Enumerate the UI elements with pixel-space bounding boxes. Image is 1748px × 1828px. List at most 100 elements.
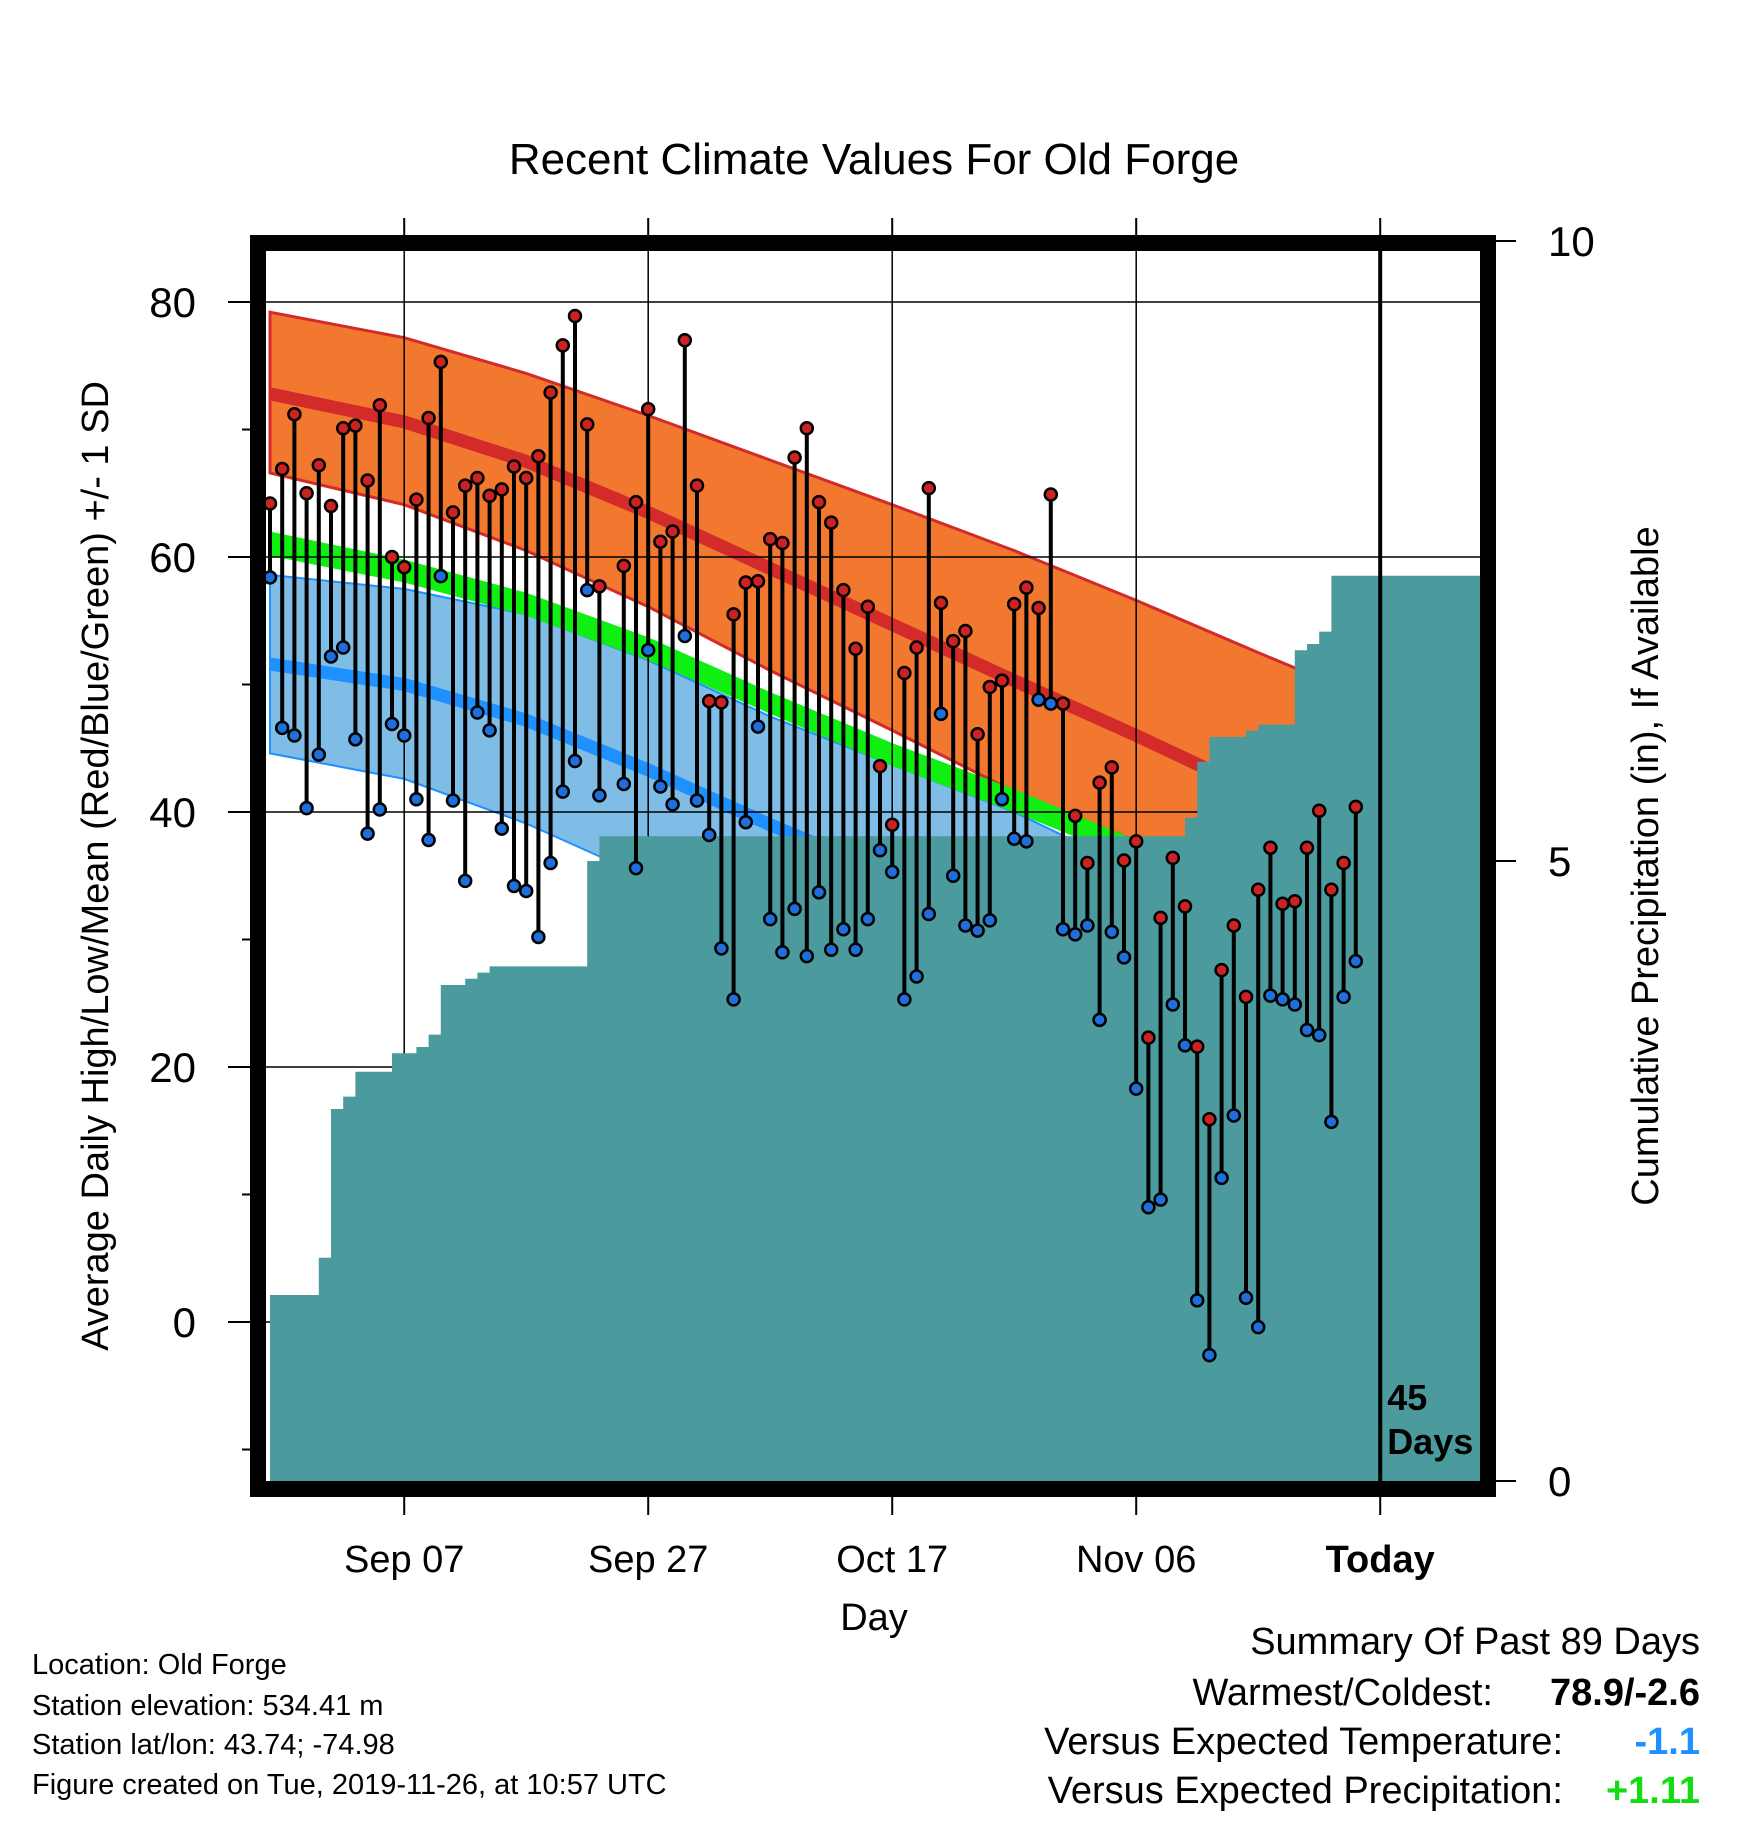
obs-low-point: [335, 640, 351, 655]
obs-low-point: [1165, 997, 1181, 1012]
figure-created: Figure created on Tue, 2019-11-26, at 10…: [32, 1769, 667, 1801]
chart-title: Recent Climate Values For Old Forge: [509, 135, 1239, 184]
obs-high-point: [1006, 596, 1022, 612]
obs-low-point: [567, 753, 583, 769]
x-tick-label: Oct 17: [836, 1539, 948, 1581]
obs-low-point: [1031, 692, 1046, 708]
obs-low-point: [1104, 924, 1120, 940]
obs-high-point: [811, 494, 827, 510]
obs-low-point: [433, 568, 449, 584]
obs-low-point: [323, 649, 339, 664]
obs-high-point: [884, 817, 900, 832]
y2-tick-label: 10: [1548, 218, 1595, 265]
obs-high-point: [1116, 853, 1132, 868]
obs-high-point: [1128, 834, 1144, 849]
obs-low-point: [787, 901, 802, 917]
today-annotation-text: 45: [1387, 1377, 1427, 1418]
obs-low-point: [396, 728, 412, 743]
precip-cumulative-area: [270, 575, 1480, 1481]
obs-low-point: [1311, 1027, 1327, 1043]
warm-cold-label: Warmest/Coldest:: [1192, 1672, 1493, 1714]
obs-high-point: [396, 559, 412, 575]
precip-vs-expected-value: +1.11: [1605, 1770, 1700, 1812]
obs-low-point: [1202, 1347, 1217, 1363]
y2-axis-label: Cumulative Precipitation (in), If Availa…: [1625, 526, 1667, 1205]
obs-high-point: [945, 633, 961, 649]
obs-low-point: [360, 826, 375, 841]
obs-low-point: [506, 878, 522, 894]
obs-low-point: [714, 941, 729, 956]
obs-high-point: [457, 478, 473, 493]
obs-low-point: [665, 797, 680, 812]
obs-high-point: [518, 470, 534, 486]
obs-high-point: [579, 417, 595, 432]
obs-high-point: [823, 515, 839, 530]
obs-low-point: [1324, 1114, 1339, 1130]
obs-low-point: [1019, 834, 1034, 849]
obs-high-point: [1202, 1112, 1217, 1127]
obs-high-point: [1238, 989, 1254, 1005]
station-latlon: Station lat/lon: 43.74; -74.98: [32, 1729, 395, 1761]
obs-high-point: [1019, 580, 1034, 595]
obs-high-point: [958, 623, 973, 639]
obs-high-point: [1287, 894, 1303, 909]
obs-high-point: [1226, 918, 1242, 933]
obs-low-point: [958, 918, 973, 933]
obs-low-point: [982, 913, 998, 928]
obs-high-point: [1311, 803, 1327, 818]
obs-high-point: [1299, 840, 1315, 855]
obs-high-point: [421, 410, 436, 426]
obs-high-point: [665, 524, 680, 539]
obs-high-point: [616, 558, 632, 574]
obs-low-point: [616, 776, 632, 792]
x-axis-label: Day: [840, 1597, 908, 1639]
precipitation-area: [270, 575, 1480, 1481]
summary-heading: Summary Of Past 89 Days: [1250, 1621, 1700, 1663]
y-axis-right: 051015: [1496, 218, 1595, 1505]
obs-high-point: [909, 640, 924, 655]
warm-cold-value: 78.9/-2.6: [1550, 1672, 1700, 1714]
obs-low-point: [1226, 1108, 1242, 1123]
obs-low-point: [921, 906, 937, 922]
obs-high-point: [1067, 808, 1083, 824]
obs-low-point: [457, 873, 473, 889]
obs-high-point: [738, 575, 754, 590]
obs-low-point: [994, 792, 1010, 807]
x-tick-label: Nov 06: [1076, 1539, 1196, 1581]
obs-low-point: [311, 747, 327, 762]
obs-high-point: [775, 535, 790, 551]
obs-high-point: [360, 473, 375, 488]
obs-high-point: [1055, 696, 1071, 711]
obs-high-point: [543, 385, 558, 400]
obs-low-point: [1055, 922, 1071, 937]
obs-low-point: [518, 883, 534, 899]
obs-low-point: [1067, 927, 1083, 942]
obs-low-point: [653, 779, 668, 794]
obs-low-point: [762, 911, 778, 927]
obs-high-point: [1141, 1030, 1156, 1045]
obs-low-point: [531, 929, 546, 945]
y-tick-label: 40: [149, 789, 196, 836]
temp-vs-expected-label: Versus Expected Temperature:: [1044, 1721, 1563, 1763]
obs-low-point: [1238, 1290, 1254, 1306]
obs-high-point: [384, 549, 400, 565]
obs-low-point: [1043, 696, 1059, 711]
obs-high-point: [299, 486, 314, 501]
obs-high-point: [506, 459, 522, 474]
obs-low-point: [677, 628, 693, 644]
obs-low-point: [409, 792, 424, 807]
obs-low-point: [1153, 1192, 1168, 1207]
obs-high-point: [836, 582, 851, 598]
obs-low-point: [1189, 1293, 1205, 1308]
obs-low-point: [579, 582, 595, 598]
obs-low-point: [482, 723, 497, 738]
obs-high-point: [555, 338, 571, 353]
observations: [266, 308, 1364, 1363]
temp-vs-expected-value: -1.1: [1634, 1721, 1700, 1763]
obs-high-point: [567, 308, 583, 324]
obs-low-point: [945, 868, 961, 883]
obs-high-point: [470, 470, 485, 486]
obs-high-point: [677, 333, 693, 348]
